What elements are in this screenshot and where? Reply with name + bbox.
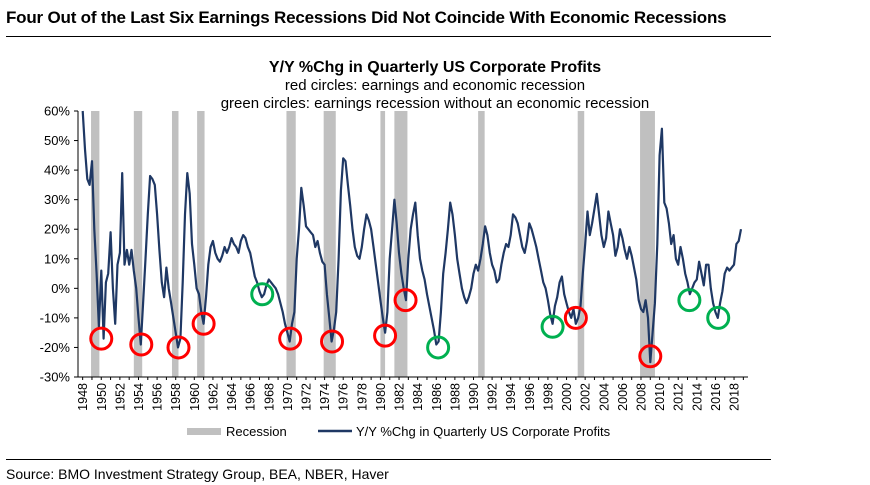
x-tick-label: 1986 <box>430 383 444 411</box>
legend-swatch-recession <box>187 428 221 435</box>
y-tick-label: 0% <box>51 281 70 296</box>
x-tick-label: 1966 <box>244 383 258 411</box>
recession-bar <box>133 111 143 377</box>
x-tick-label: 1958 <box>169 383 183 411</box>
y-tick-labels: -30% -20% -10% 0% 10% 20% 30% 40% 50% 60% <box>40 104 71 385</box>
y-tick-label: -30% <box>40 370 71 385</box>
x-tick-label: 1980 <box>374 383 388 411</box>
x-tick-label: 1956 <box>151 383 165 411</box>
recession-bar <box>171 111 179 377</box>
x-tick-label: 2002 <box>579 383 593 411</box>
red-circle-marker <box>89 326 114 351</box>
recession-bar <box>286 111 296 377</box>
x-tick-label: 1992 <box>486 383 500 411</box>
y-tick-label: 10% <box>44 251 70 266</box>
source-note: Source: BMO Investment Strategy Group, B… <box>6 466 389 482</box>
x-tick-label: 1994 <box>504 383 518 411</box>
recession-bar <box>478 111 485 377</box>
headline: Four Out of the Last Six Earnings Recess… <box>6 8 727 27</box>
x-tick-label: 1990 <box>467 383 481 411</box>
y-tick-label: -20% <box>40 340 71 355</box>
axes <box>74 110 748 380</box>
x-tick-label: 1974 <box>318 383 332 411</box>
x-tick-label: 2004 <box>597 383 611 411</box>
chart-title: Y/Y %Chg in Quarterly US Corporate Profi… <box>269 59 601 76</box>
annotation-circles <box>89 282 731 369</box>
green-circle-marker <box>677 288 702 313</box>
x-tick-label: 1968 <box>262 383 276 411</box>
x-tick-label: 1970 <box>281 383 295 411</box>
x-tick-label: 1972 <box>299 383 313 411</box>
red-circle-marker <box>320 329 345 354</box>
x-tick-label: 2012 <box>672 383 686 411</box>
x-tick-label: 1960 <box>188 383 202 411</box>
x-tick-label: 2018 <box>728 383 742 411</box>
x-tick-label: 1954 <box>132 383 146 411</box>
x-tick-label: 1988 <box>448 383 462 411</box>
source-rule <box>6 459 771 460</box>
recession-bar <box>380 111 386 377</box>
x-tick-labels: 1948 1950 1952 1954 1956 1958 1960 1962 1964 1966… <box>76 383 741 411</box>
recession-bar <box>577 111 585 377</box>
green-circle-marker <box>540 314 565 339</box>
x-tick-label: 1950 <box>95 383 109 411</box>
recession-bar <box>197 111 205 377</box>
legend-label-profits: Y/Y %Chg in Quarterly US Corporate Profi… <box>356 424 611 439</box>
y-tick-label: 40% <box>44 163 70 178</box>
red-circle-marker <box>393 288 418 313</box>
y-tick-label: 60% <box>44 104 70 119</box>
series-lines <box>81 110 743 364</box>
y-tick-label: 30% <box>44 192 70 207</box>
x-tick-label: 1952 <box>113 383 127 411</box>
legend-label-recession: Recession <box>226 424 287 439</box>
profits-series-line <box>81 110 743 364</box>
x-tick-label: 1978 <box>355 383 369 411</box>
green-circle-marker <box>706 305 731 330</box>
y-tick-label: -10% <box>40 310 71 325</box>
red-circle-marker <box>563 305 588 330</box>
red-circle-marker <box>191 311 216 336</box>
x-tick-label: 2006 <box>616 383 630 411</box>
headline-rule <box>6 36 771 37</box>
x-tick-label: 2008 <box>634 383 648 411</box>
red-circle-marker <box>373 323 398 348</box>
x-tick-label: 1948 <box>76 383 90 411</box>
x-tick-label: 1984 <box>411 383 425 411</box>
chart-subtitle-2: green circles: earnings recession withou… <box>221 95 650 112</box>
y-tick-label: 20% <box>44 222 70 237</box>
red-circle-marker <box>638 344 663 369</box>
x-tick-label: 2000 <box>560 383 574 411</box>
x-tick-label: 1998 <box>541 383 555 411</box>
x-tick-label: 1976 <box>337 383 351 411</box>
x-tick-label: 2010 <box>653 383 667 411</box>
red-circle-marker <box>166 335 191 360</box>
chart-subtitle-1: red circles: earnings and economic reces… <box>285 77 585 94</box>
x-tick-label: 2014 <box>690 383 704 411</box>
x-tick-label: 1982 <box>393 383 407 411</box>
x-tick-label: 1996 <box>523 383 537 411</box>
y-tick-label: 50% <box>44 133 70 148</box>
x-tick-label: 1962 <box>206 383 220 411</box>
red-circle-marker <box>278 326 303 351</box>
green-circle-marker <box>250 282 275 307</box>
red-circle-marker <box>129 332 154 357</box>
x-tick-label: 1964 <box>225 383 239 411</box>
green-circle-marker <box>426 335 451 360</box>
x-tick-label: 2016 <box>709 383 723 411</box>
recession-bar <box>323 111 336 377</box>
legend: Recession Y/Y %Chg in Quarterly US Corpor… <box>187 424 611 439</box>
